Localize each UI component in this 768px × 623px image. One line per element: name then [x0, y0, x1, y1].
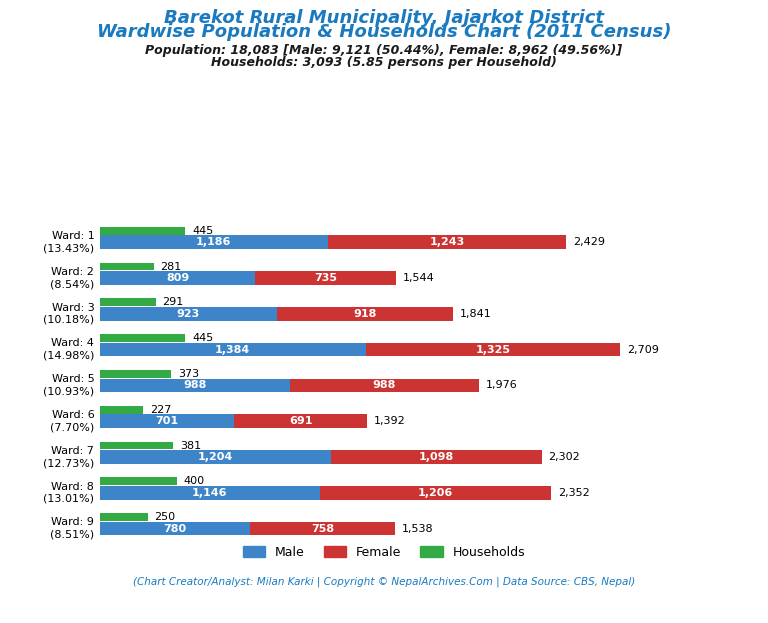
- Text: 373: 373: [178, 369, 200, 379]
- Text: 2,429: 2,429: [573, 237, 605, 247]
- Bar: [100, 450, 331, 464]
- Text: 250: 250: [154, 512, 176, 522]
- Text: (Chart Creator/Analyst: Milan Karki | Copyright © NepalArchives.Com | Data Sourc: (Chart Creator/Analyst: Milan Karki | Co…: [133, 576, 635, 587]
- Bar: [100, 235, 327, 249]
- Bar: [100, 406, 144, 414]
- Bar: [331, 450, 542, 464]
- Bar: [366, 343, 620, 356]
- Text: 2,709: 2,709: [627, 345, 659, 354]
- Bar: [100, 513, 147, 521]
- Bar: [327, 235, 566, 249]
- Text: Households: 3,093 (5.85 persons per Household): Households: 3,093 (5.85 persons per Hous…: [211, 56, 557, 69]
- Text: 445: 445: [192, 226, 214, 235]
- Bar: [100, 262, 154, 270]
- Text: 1,325: 1,325: [475, 345, 510, 354]
- Bar: [100, 334, 185, 342]
- Bar: [100, 227, 185, 235]
- Text: 445: 445: [192, 333, 214, 343]
- Text: 1,538: 1,538: [402, 523, 433, 533]
- Bar: [100, 343, 366, 356]
- Text: Population: 18,083 [Male: 9,121 (50.44%), Female: 8,962 (49.56%)]: Population: 18,083 [Male: 9,121 (50.44%)…: [145, 44, 623, 57]
- Text: 758: 758: [311, 523, 334, 533]
- Text: 1,186: 1,186: [196, 237, 231, 247]
- Text: 291: 291: [163, 297, 184, 307]
- Text: 735: 735: [314, 273, 337, 283]
- Text: 691: 691: [289, 416, 313, 426]
- Text: 227: 227: [151, 405, 171, 415]
- Text: 1,544: 1,544: [403, 273, 435, 283]
- Text: 1,384: 1,384: [215, 345, 250, 354]
- Text: 2,302: 2,302: [548, 452, 581, 462]
- Bar: [100, 307, 277, 321]
- Bar: [234, 414, 367, 428]
- Text: 1,204: 1,204: [198, 452, 233, 462]
- Bar: [100, 379, 290, 392]
- Text: 988: 988: [183, 381, 207, 391]
- Text: 1,146: 1,146: [192, 488, 227, 498]
- Text: 400: 400: [184, 477, 204, 487]
- Text: Barekot Rural Municipality, Jajarkot District: Barekot Rural Municipality, Jajarkot Dis…: [164, 9, 604, 27]
- Text: 780: 780: [163, 523, 187, 533]
- Text: Wardwise Population & Households Chart (2011 Census): Wardwise Population & Households Chart (…: [97, 23, 671, 41]
- Bar: [277, 307, 453, 321]
- Bar: [100, 442, 173, 449]
- Bar: [100, 298, 156, 307]
- Text: 1,392: 1,392: [374, 416, 406, 426]
- Text: 2,352: 2,352: [558, 488, 590, 498]
- Bar: [100, 521, 250, 535]
- Text: 1,206: 1,206: [418, 488, 453, 498]
- Bar: [319, 486, 551, 500]
- Bar: [100, 370, 171, 378]
- Bar: [100, 477, 177, 485]
- Text: 1,243: 1,243: [429, 237, 465, 247]
- Text: 701: 701: [156, 416, 179, 426]
- Text: 988: 988: [372, 381, 396, 391]
- Bar: [100, 486, 319, 500]
- Text: 809: 809: [166, 273, 189, 283]
- Bar: [290, 379, 479, 392]
- Text: 1,976: 1,976: [486, 381, 518, 391]
- Bar: [100, 271, 255, 285]
- Text: 281: 281: [161, 262, 182, 272]
- Bar: [100, 414, 234, 428]
- Text: 923: 923: [177, 309, 200, 319]
- Text: 1,841: 1,841: [460, 309, 492, 319]
- Text: 1,098: 1,098: [419, 452, 454, 462]
- Bar: [255, 271, 396, 285]
- Text: 918: 918: [353, 309, 377, 319]
- Legend: Male, Female, Households: Male, Female, Households: [237, 541, 531, 564]
- Bar: [250, 521, 395, 535]
- Text: 381: 381: [180, 440, 201, 450]
